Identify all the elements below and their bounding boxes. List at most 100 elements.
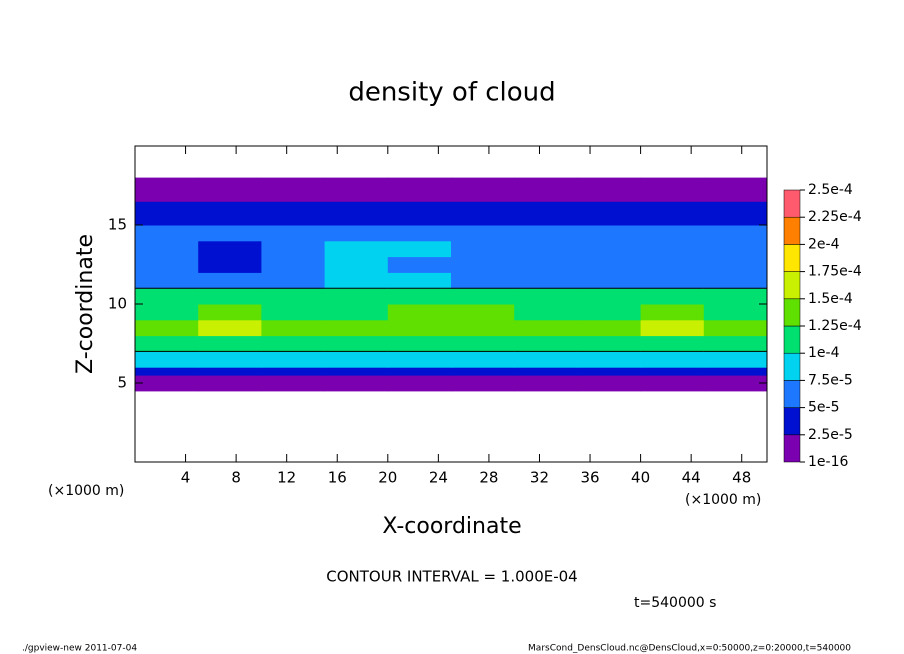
- tone-cell: [324, 201, 389, 210]
- tone-cell: [577, 240, 642, 258]
- tone-cell: [198, 304, 262, 321]
- tone-cell: [640, 335, 705, 352]
- tone-cell: [387, 201, 452, 210]
- tone-cell: [514, 367, 578, 376]
- tone-cell: [640, 201, 705, 210]
- tone-cell: [261, 209, 326, 226]
- tone-cell: [703, 201, 768, 210]
- colorbar-band: [783, 244, 801, 272]
- tone-cell: [387, 193, 452, 202]
- tone-cell: [640, 225, 705, 242]
- tone-cell: [198, 335, 262, 352]
- chart-title: density of cloud: [348, 78, 555, 108]
- tone-cell: [577, 209, 642, 226]
- tone-cell: [640, 288, 705, 305]
- tone-cell: [514, 201, 578, 210]
- tone-cell: [198, 177, 262, 194]
- tone-cell: [324, 383, 389, 392]
- tone-cell: [703, 383, 768, 392]
- tone-cell: [640, 193, 705, 202]
- tone-cell: [451, 335, 515, 352]
- tone-cell: [261, 201, 326, 210]
- tone-cell: [324, 351, 389, 368]
- tone-cell: [703, 177, 768, 194]
- tone-cell: [135, 256, 199, 273]
- tone-cell: [577, 304, 642, 321]
- tone-cell: [135, 193, 199, 202]
- tone-cell: [261, 193, 326, 202]
- tone-cell: [387, 240, 452, 258]
- tone-cell: [198, 383, 262, 392]
- tone-cell: [514, 240, 578, 258]
- tone-cell: [703, 225, 768, 242]
- tone-cell: [640, 177, 705, 194]
- tone-cell: [640, 367, 705, 376]
- tone-cell: [640, 375, 705, 384]
- tone-cell: [324, 240, 389, 258]
- x-tick-label: 44: [682, 469, 701, 487]
- colorbar-label: 2.25e-4: [808, 209, 862, 225]
- contour-interval: CONTOUR INTERVAL = 1.000E-04: [326, 568, 577, 586]
- tone-cell: [703, 209, 768, 226]
- tone-cell: [261, 256, 326, 273]
- tone-cell: [514, 193, 578, 202]
- tone-cell: [640, 256, 705, 273]
- tone-cell: [198, 367, 262, 376]
- tone-cell: [451, 319, 515, 337]
- x-tick-label: 8: [231, 469, 241, 487]
- tone-cell: [577, 201, 642, 210]
- tone-cell: [451, 272, 515, 289]
- tone-cell: [387, 209, 452, 226]
- tone-cell: [387, 335, 452, 352]
- tone-cell: [640, 383, 705, 392]
- tone-cell: [514, 335, 578, 352]
- tone-cell: [387, 383, 452, 392]
- tone-cell: [451, 375, 515, 384]
- tone-cell: [514, 351, 578, 368]
- colorbar-label: 1.75e-4: [808, 264, 862, 280]
- tone-cell: [703, 272, 768, 289]
- tone-cell: [451, 367, 515, 376]
- tone-cell: [261, 367, 326, 376]
- tone-cell: [324, 177, 389, 194]
- colorbar-band: [783, 325, 801, 354]
- colorbar-label: 7.5e-5: [808, 372, 853, 388]
- y-axis-label: Z-coordinate: [73, 234, 98, 374]
- tone-cell: [451, 304, 515, 321]
- tone-cell: [324, 288, 389, 305]
- colorbar-label: 5e-5: [808, 400, 839, 416]
- tone-cell: [703, 288, 768, 305]
- tone-cell: [135, 351, 199, 368]
- tone-cell: [577, 272, 642, 289]
- colorbar-label: 2.5e-5: [808, 427, 853, 443]
- tone-cell: [387, 304, 452, 321]
- tone-cell: [324, 193, 389, 202]
- tone-cell: [451, 351, 515, 368]
- tone-cell: [514, 209, 578, 226]
- tone-cell: [577, 193, 642, 202]
- tone-cell: [640, 304, 705, 321]
- tone-cell: [640, 319, 705, 337]
- tone-cell: [198, 256, 262, 273]
- tone-cell: [514, 383, 578, 392]
- tone-cell: [198, 351, 262, 368]
- y-tick-label: 15: [108, 216, 127, 234]
- tone-cell: [577, 177, 642, 194]
- tone-cell: [387, 288, 452, 305]
- tone-cell: [451, 193, 515, 202]
- tone-cell: [198, 319, 262, 337]
- colorbar-band: [783, 434, 801, 463]
- tone-cell: [577, 367, 642, 376]
- x-tick-label: 32: [530, 469, 549, 487]
- y-tick-label: 5: [117, 374, 127, 392]
- tone-cell: [387, 367, 452, 376]
- colorbar-band: [783, 380, 801, 408]
- tone-cell: [261, 288, 326, 305]
- tone-cell: [451, 177, 515, 194]
- tone-cell: [514, 272, 578, 289]
- tone-cell: [198, 201, 262, 210]
- x-tick-label: 28: [479, 469, 498, 487]
- x-unit: (×1000 m): [48, 483, 124, 499]
- tone-cell: [324, 375, 389, 384]
- tone-cell: [451, 209, 515, 226]
